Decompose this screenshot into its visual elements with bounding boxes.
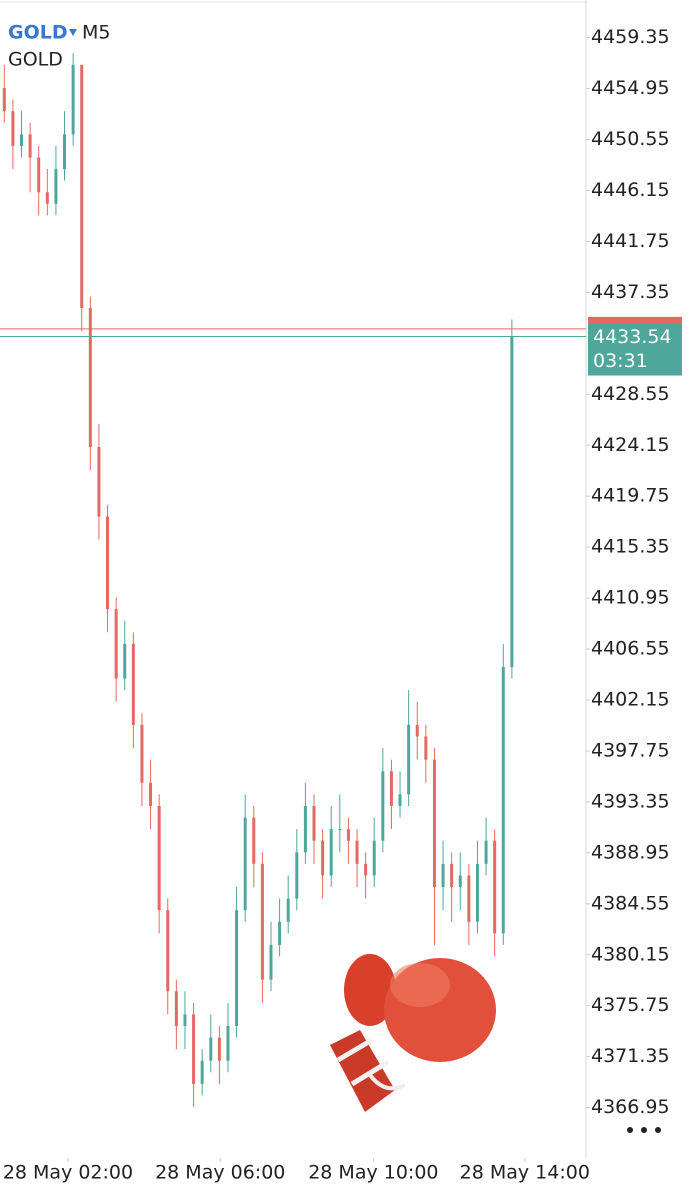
y-tick-label: 4393.35	[591, 790, 670, 812]
subtitle: GOLD	[8, 49, 63, 71]
candle-body	[71, 64, 75, 135]
candle-body	[140, 724, 144, 783]
candle-body	[88, 308, 92, 447]
y-tick-label: 4366.95	[591, 1096, 670, 1118]
candle-body	[415, 724, 419, 737]
candle-body	[501, 667, 505, 934]
candle-body	[458, 875, 462, 888]
y-tick-label: 4424.15	[591, 434, 670, 456]
candle-body	[97, 446, 101, 517]
y-tick-label: 4459.35	[591, 26, 670, 48]
candle-body	[80, 64, 84, 309]
y-tick-label: 4441.75	[591, 230, 670, 252]
timeframe[interactable]: M5	[82, 22, 110, 44]
candle-body	[166, 910, 170, 992]
candle-body	[131, 643, 135, 725]
y-tick-label: 4419.75	[591, 485, 670, 507]
x-tick-label: 28 May 02:00	[3, 1162, 133, 1184]
candle-body	[303, 805, 307, 853]
more-menu[interactable]	[627, 1127, 661, 1133]
y-tick-label: 4402.15	[591, 689, 670, 711]
candle-body	[217, 1037, 221, 1061]
candle-body	[209, 1037, 213, 1061]
x-tick-label: 28 May 06:00	[155, 1162, 285, 1184]
price-tag	[588, 323, 682, 376]
candle-body	[252, 817, 256, 864]
candle-body	[54, 169, 58, 204]
candle-body	[441, 863, 445, 888]
y-tick-label: 4388.95	[591, 841, 670, 863]
candle-body	[450, 863, 454, 888]
candle-body	[123, 643, 127, 679]
dot[interactable]	[627, 1127, 633, 1133]
y-tick-label: 4375.75	[591, 994, 670, 1016]
candle-body	[192, 1014, 196, 1084]
candle-body	[20, 134, 24, 146]
y-tick-label: 4446.15	[591, 179, 670, 201]
candle-body	[63, 134, 67, 170]
symbol[interactable]: GOLD	[8, 22, 68, 44]
y-tick-label: 4415.35	[591, 536, 670, 558]
candle-body	[312, 805, 316, 841]
y-tick-label: 4384.55	[591, 892, 670, 914]
candle-body	[269, 944, 273, 980]
y-tick-label: 4380.15	[591, 943, 670, 965]
candle-body	[11, 111, 15, 146]
candle-body	[484, 840, 488, 864]
candle-body	[174, 991, 178, 1026]
candle-body	[114, 609, 118, 679]
candle-body	[338, 829, 342, 831]
candle-body	[157, 805, 161, 911]
y-tick-label: 4371.35	[591, 1045, 670, 1067]
y-tick-label: 4437.35	[591, 281, 670, 303]
candle-body	[149, 782, 153, 806]
y-tick-label: 4406.55	[591, 638, 670, 660]
y-tick-label: 4428.55	[591, 383, 670, 405]
candle-body	[235, 910, 239, 1026]
dot[interactable]	[655, 1127, 661, 1133]
x-tick-label: 28 May 10:00	[308, 1162, 438, 1184]
y-tick-label: 4397.75	[591, 739, 670, 761]
candle-body	[355, 840, 359, 864]
boxing-glove-emoji	[330, 954, 496, 1112]
candle-body	[432, 759, 436, 888]
candle-body	[398, 794, 402, 806]
candle-body	[226, 1025, 230, 1061]
candle-body	[200, 1060, 204, 1084]
y-tick-label: 4454.95	[591, 77, 670, 99]
y-tick-label: 4410.95	[591, 587, 670, 609]
candle-body	[321, 840, 325, 876]
candle-body	[407, 724, 411, 795]
x-tick-label: 28 May 14:00	[460, 1162, 590, 1184]
candle-body	[364, 863, 368, 876]
candle-body	[510, 336, 514, 668]
symbol-dropdown-icon[interactable]	[69, 29, 77, 36]
y-tick-label: 4450.55	[591, 128, 670, 150]
candle-body	[106, 516, 110, 610]
candle-body	[475, 863, 479, 922]
candle-body	[286, 898, 290, 922]
candle-body	[467, 875, 471, 922]
candle-body	[2, 88, 6, 112]
candle-body	[346, 829, 350, 841]
candle-body	[493, 840, 497, 934]
candle-body	[389, 771, 393, 806]
candle-body	[381, 771, 385, 841]
candle-body	[45, 192, 49, 204]
candle-body	[37, 157, 41, 193]
candle-body	[372, 840, 376, 876]
candle-body	[295, 852, 299, 899]
countdown: 03:31	[593, 350, 648, 372]
candle-body	[260, 863, 264, 980]
candle-body	[28, 134, 32, 158]
price-tag-label: 4433.54	[593, 326, 672, 348]
candle-body	[278, 921, 282, 945]
candle-body	[243, 817, 247, 911]
candle-body	[183, 1014, 187, 1026]
candle-body	[329, 829, 333, 876]
candle-body	[424, 736, 428, 760]
dot[interactable]	[641, 1127, 647, 1133]
